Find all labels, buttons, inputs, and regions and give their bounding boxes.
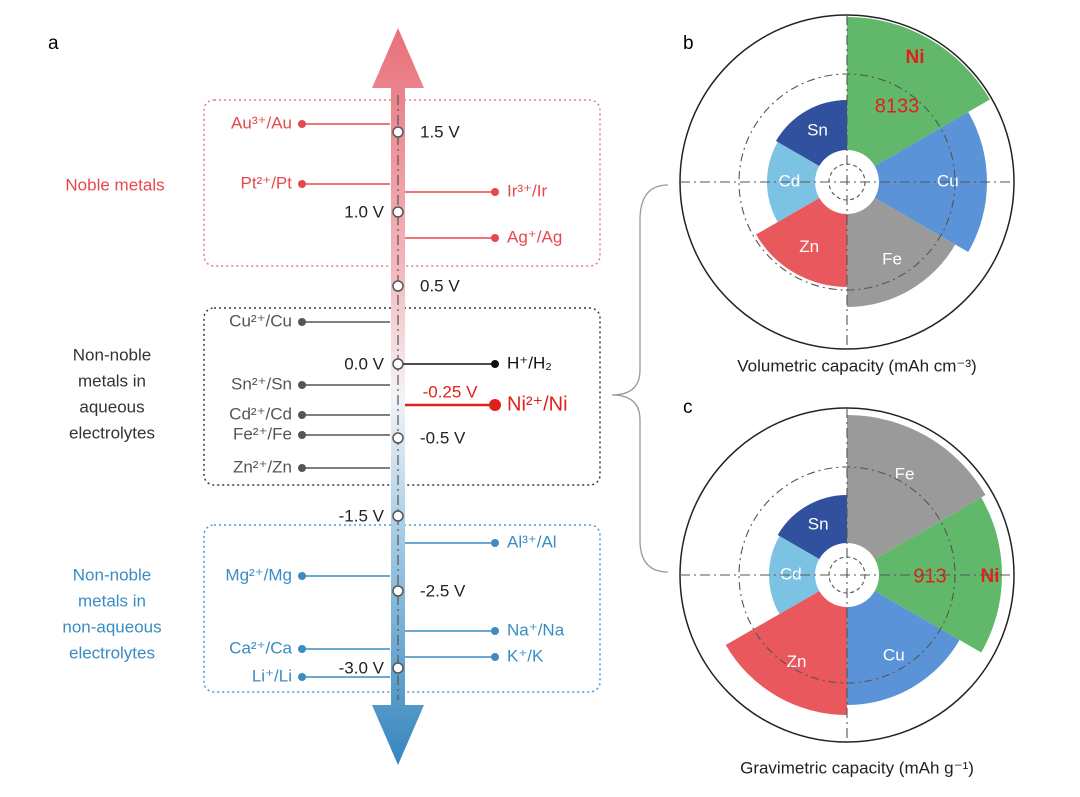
segment-label: Fe (895, 465, 915, 484)
group-label: non-aqueous (62, 617, 161, 636)
dot (298, 431, 306, 439)
couple-label: H⁺/H₂ (507, 353, 552, 372)
potential-marker (392, 432, 404, 444)
dot (298, 381, 306, 389)
nickel-value: 913 (913, 565, 946, 587)
group-label: aqueous (79, 397, 144, 416)
group-label: Non-noble (73, 565, 151, 584)
couple-label: Pt²⁺/Pt (241, 173, 293, 192)
segment-label: Cd (779, 171, 801, 190)
dot (298, 673, 306, 681)
rose-segment (767, 142, 820, 222)
rose-segment (777, 495, 847, 559)
rose-segment (725, 591, 847, 715)
rose-segment (775, 100, 847, 166)
potential-marker (392, 280, 404, 292)
panel-label: b (683, 33, 694, 54)
potential-label: -0.25 V (423, 382, 478, 401)
dot (298, 120, 306, 128)
brace (611, 184, 669, 573)
dot (491, 188, 499, 196)
dot (491, 234, 499, 242)
rose-segment (874, 497, 1003, 653)
potential-marker (392, 510, 404, 522)
couple-label: Fe²⁺/Fe (233, 424, 292, 443)
dot (491, 539, 499, 547)
potential-marker (392, 358, 404, 370)
potential-label: -1.5 V (339, 506, 385, 525)
segment-label: Sn (807, 120, 828, 139)
couple-label: Sn²⁺/Sn (231, 374, 292, 393)
panel-label: c (683, 397, 693, 418)
rose-segment (847, 415, 986, 559)
potential-marker (392, 662, 404, 674)
group-box (203, 524, 601, 693)
rose-segment (847, 17, 990, 166)
group-label: Non-noble (73, 345, 151, 364)
group-label: electrolytes (69, 643, 155, 662)
segment-label: Ni (981, 566, 1000, 587)
potential-label: -3.0 V (339, 658, 385, 677)
dot (298, 645, 306, 653)
potential-marker (392, 126, 404, 138)
rose-segment (874, 112, 987, 252)
dot (298, 572, 306, 580)
rose-segment (847, 591, 960, 705)
potential-marker (392, 585, 404, 597)
potential-label: 0.0 V (344, 354, 384, 373)
group-label: metals in (78, 371, 146, 390)
couple-label: Na⁺/Na (507, 620, 565, 639)
couple-label: Ca²⁺/Ca (229, 638, 292, 657)
segment-label: Fe (882, 249, 902, 268)
potential-label: 0.5 V (420, 276, 460, 295)
dot (491, 653, 499, 661)
couple-label: Cd²⁺/Cd (229, 404, 292, 423)
couple-label: Mg²⁺/Mg (225, 565, 292, 584)
segment-label: Zn (787, 652, 807, 671)
couple-label: Al³⁺/Al (507, 532, 557, 551)
segment-label: Ni (906, 47, 925, 68)
dot (298, 464, 306, 472)
couple-label: Ir³⁺/Ir (507, 181, 547, 200)
group-label: Noble metals (65, 175, 164, 194)
group-label: metals in (78, 591, 146, 610)
segment-label: Sn (808, 515, 829, 534)
group-box (203, 307, 601, 486)
segment-label: Cu (883, 646, 905, 665)
potential-label: -2.5 V (420, 581, 466, 600)
group-label: electrolytes (69, 423, 155, 442)
potential-label: -0.5 V (420, 428, 466, 447)
dot (491, 627, 499, 635)
rose-segment (847, 198, 956, 307)
dot (489, 399, 501, 411)
segment-label: Zn (799, 237, 819, 256)
nickel-value: 8133 (875, 95, 920, 117)
potential-label: 1.0 V (344, 202, 384, 221)
segment-label: Cu (937, 171, 959, 190)
panel-label: a (48, 33, 59, 54)
dot (491, 360, 499, 368)
dot (298, 318, 306, 326)
couple-label: Cu²⁺/Cu (229, 311, 292, 330)
couple-label: Ag⁺/Ag (507, 227, 562, 246)
rose-segment (756, 198, 847, 287)
couple-label: Zn²⁺/Zn (233, 457, 292, 476)
caption: Gravimetric capacity (mAh g⁻¹) (740, 758, 974, 777)
segment-label: Cd (780, 564, 802, 583)
couple-label: K⁺/K (507, 646, 544, 665)
couple-label: Ni²⁺/Ni (507, 393, 568, 415)
dot (298, 180, 306, 188)
potential-label: 1.5 V (420, 122, 460, 141)
dot (298, 411, 306, 419)
caption: Volumetric capacity (mAh cm⁻³) (737, 356, 976, 375)
couple-label: Li⁺/Li (252, 666, 292, 685)
couple-label: Au³⁺/Au (231, 113, 292, 132)
potential-marker (392, 206, 404, 218)
